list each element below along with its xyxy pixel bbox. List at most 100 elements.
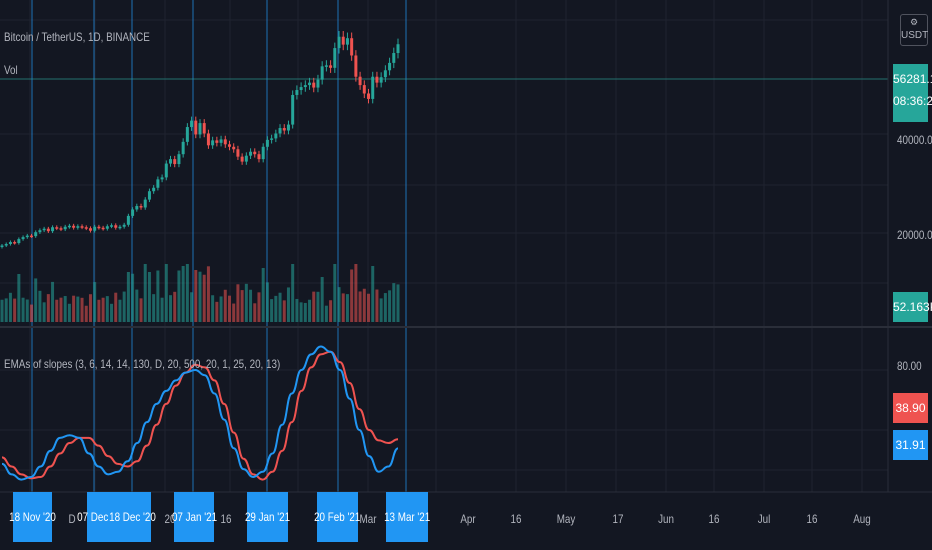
candle-body [93, 226, 97, 231]
date-marker-lines [31, 0, 407, 492]
volume-bar [185, 264, 189, 322]
currency-badge: USDT [901, 30, 929, 41]
volume-bar [4, 298, 8, 322]
volume-bar [160, 297, 164, 322]
volume-bar [84, 305, 88, 322]
time-tick: Jun [658, 512, 674, 526]
volume-bar [299, 302, 303, 322]
candle-body [105, 226, 109, 229]
volume-bar [114, 292, 118, 322]
candle-body [358, 76, 362, 86]
volume-bar [156, 270, 160, 322]
volume-bar [42, 302, 46, 322]
time-tick: 16 [510, 512, 522, 526]
candle-body [240, 156, 244, 162]
volume-bar [240, 290, 244, 322]
volume-bar [169, 295, 173, 322]
candle-body [8, 242, 12, 245]
candle-body [337, 36, 341, 49]
candle-body [388, 62, 392, 71]
time-tick: Mar [359, 512, 377, 526]
volume-bar [211, 295, 215, 322]
candle-body [101, 227, 105, 230]
volume-bar [383, 293, 387, 322]
volume-bar [198, 271, 202, 322]
volume-bar [110, 303, 114, 322]
date-marker-label: 13 Mar '21 [384, 492, 430, 542]
volume-value-badge: 52.163K [893, 292, 932, 322]
volume-bar [295, 298, 299, 322]
candle-body [345, 38, 349, 45]
candle-body [324, 65, 328, 67]
red-ema-badge: 38.90 [893, 393, 928, 423]
candle-body [169, 159, 173, 164]
volume-bar [206, 266, 210, 322]
volume-bar [253, 303, 257, 322]
date-marker-label: 29 Jan '21 [245, 492, 290, 542]
volume-bar [34, 278, 38, 322]
candle-body [55, 227, 59, 229]
volume-bar [177, 270, 181, 322]
price-candles [0, 31, 400, 249]
candle-body [333, 48, 337, 68]
volume-bar [76, 296, 80, 322]
indicator-title[interactable]: EMAs of slopes (3, 6, 14, 14, 130, D, 20… [4, 357, 281, 371]
volume-bar [388, 290, 392, 322]
volume-bar [367, 293, 371, 322]
candle-body [236, 149, 240, 157]
candle-body [308, 82, 312, 86]
candle-body [253, 151, 257, 155]
candle-body [350, 38, 354, 56]
volume-bar [312, 291, 316, 322]
volume-bar [274, 295, 278, 322]
candle-body [291, 94, 295, 125]
ema-blue-line [1, 345, 399, 481]
candle-body [143, 199, 147, 208]
blue-ema-badge: 31.91 [893, 430, 928, 460]
time-tick: 20 [164, 512, 176, 526]
volume-bar [0, 299, 4, 322]
volume-label[interactable]: Vol [4, 63, 18, 77]
volume-bar [147, 272, 151, 322]
candle-body [156, 179, 160, 188]
candle-body [122, 224, 126, 227]
candle-body [329, 65, 333, 68]
volume-bar [358, 291, 362, 322]
volume-bar [25, 299, 29, 322]
candle-body [110, 225, 114, 227]
volume-bar [324, 305, 328, 322]
gear-icon: ⚙ [909, 17, 919, 27]
volume-bar [101, 297, 105, 322]
volume-bar [38, 290, 42, 322]
candle-body [232, 146, 236, 150]
candle-body [160, 177, 164, 180]
candle-body [299, 87, 303, 91]
candle-body [278, 128, 282, 134]
volume-bar [72, 295, 76, 322]
candle-body [59, 228, 63, 230]
candle-body [13, 242, 17, 244]
candle-body [286, 124, 290, 131]
candle-body [261, 146, 265, 160]
candle-body [392, 53, 396, 63]
candle-body [126, 215, 130, 225]
candle-body [295, 90, 299, 95]
candle-body [152, 187, 156, 192]
volume-bar [257, 292, 261, 322]
time-tick: Aug [853, 512, 871, 526]
candle-body [118, 226, 122, 229]
candle-body [383, 70, 387, 78]
symbol-title[interactable]: Bitcoin / TetherUS, 1D, BINANCE [4, 30, 150, 44]
volume-bar [135, 289, 139, 322]
volume-bar [126, 272, 130, 322]
volume-bar [278, 292, 282, 322]
volume-bar [8, 292, 12, 322]
volume-bar [270, 299, 274, 322]
candle-body [63, 226, 67, 230]
candle-body [206, 133, 210, 146]
candle-body [371, 76, 375, 99]
date-marker-label: 07 Jan '21 [171, 492, 217, 542]
currency-unit-button[interactable]: ⚙ USDT [900, 14, 928, 46]
volume-bar [282, 300, 286, 322]
